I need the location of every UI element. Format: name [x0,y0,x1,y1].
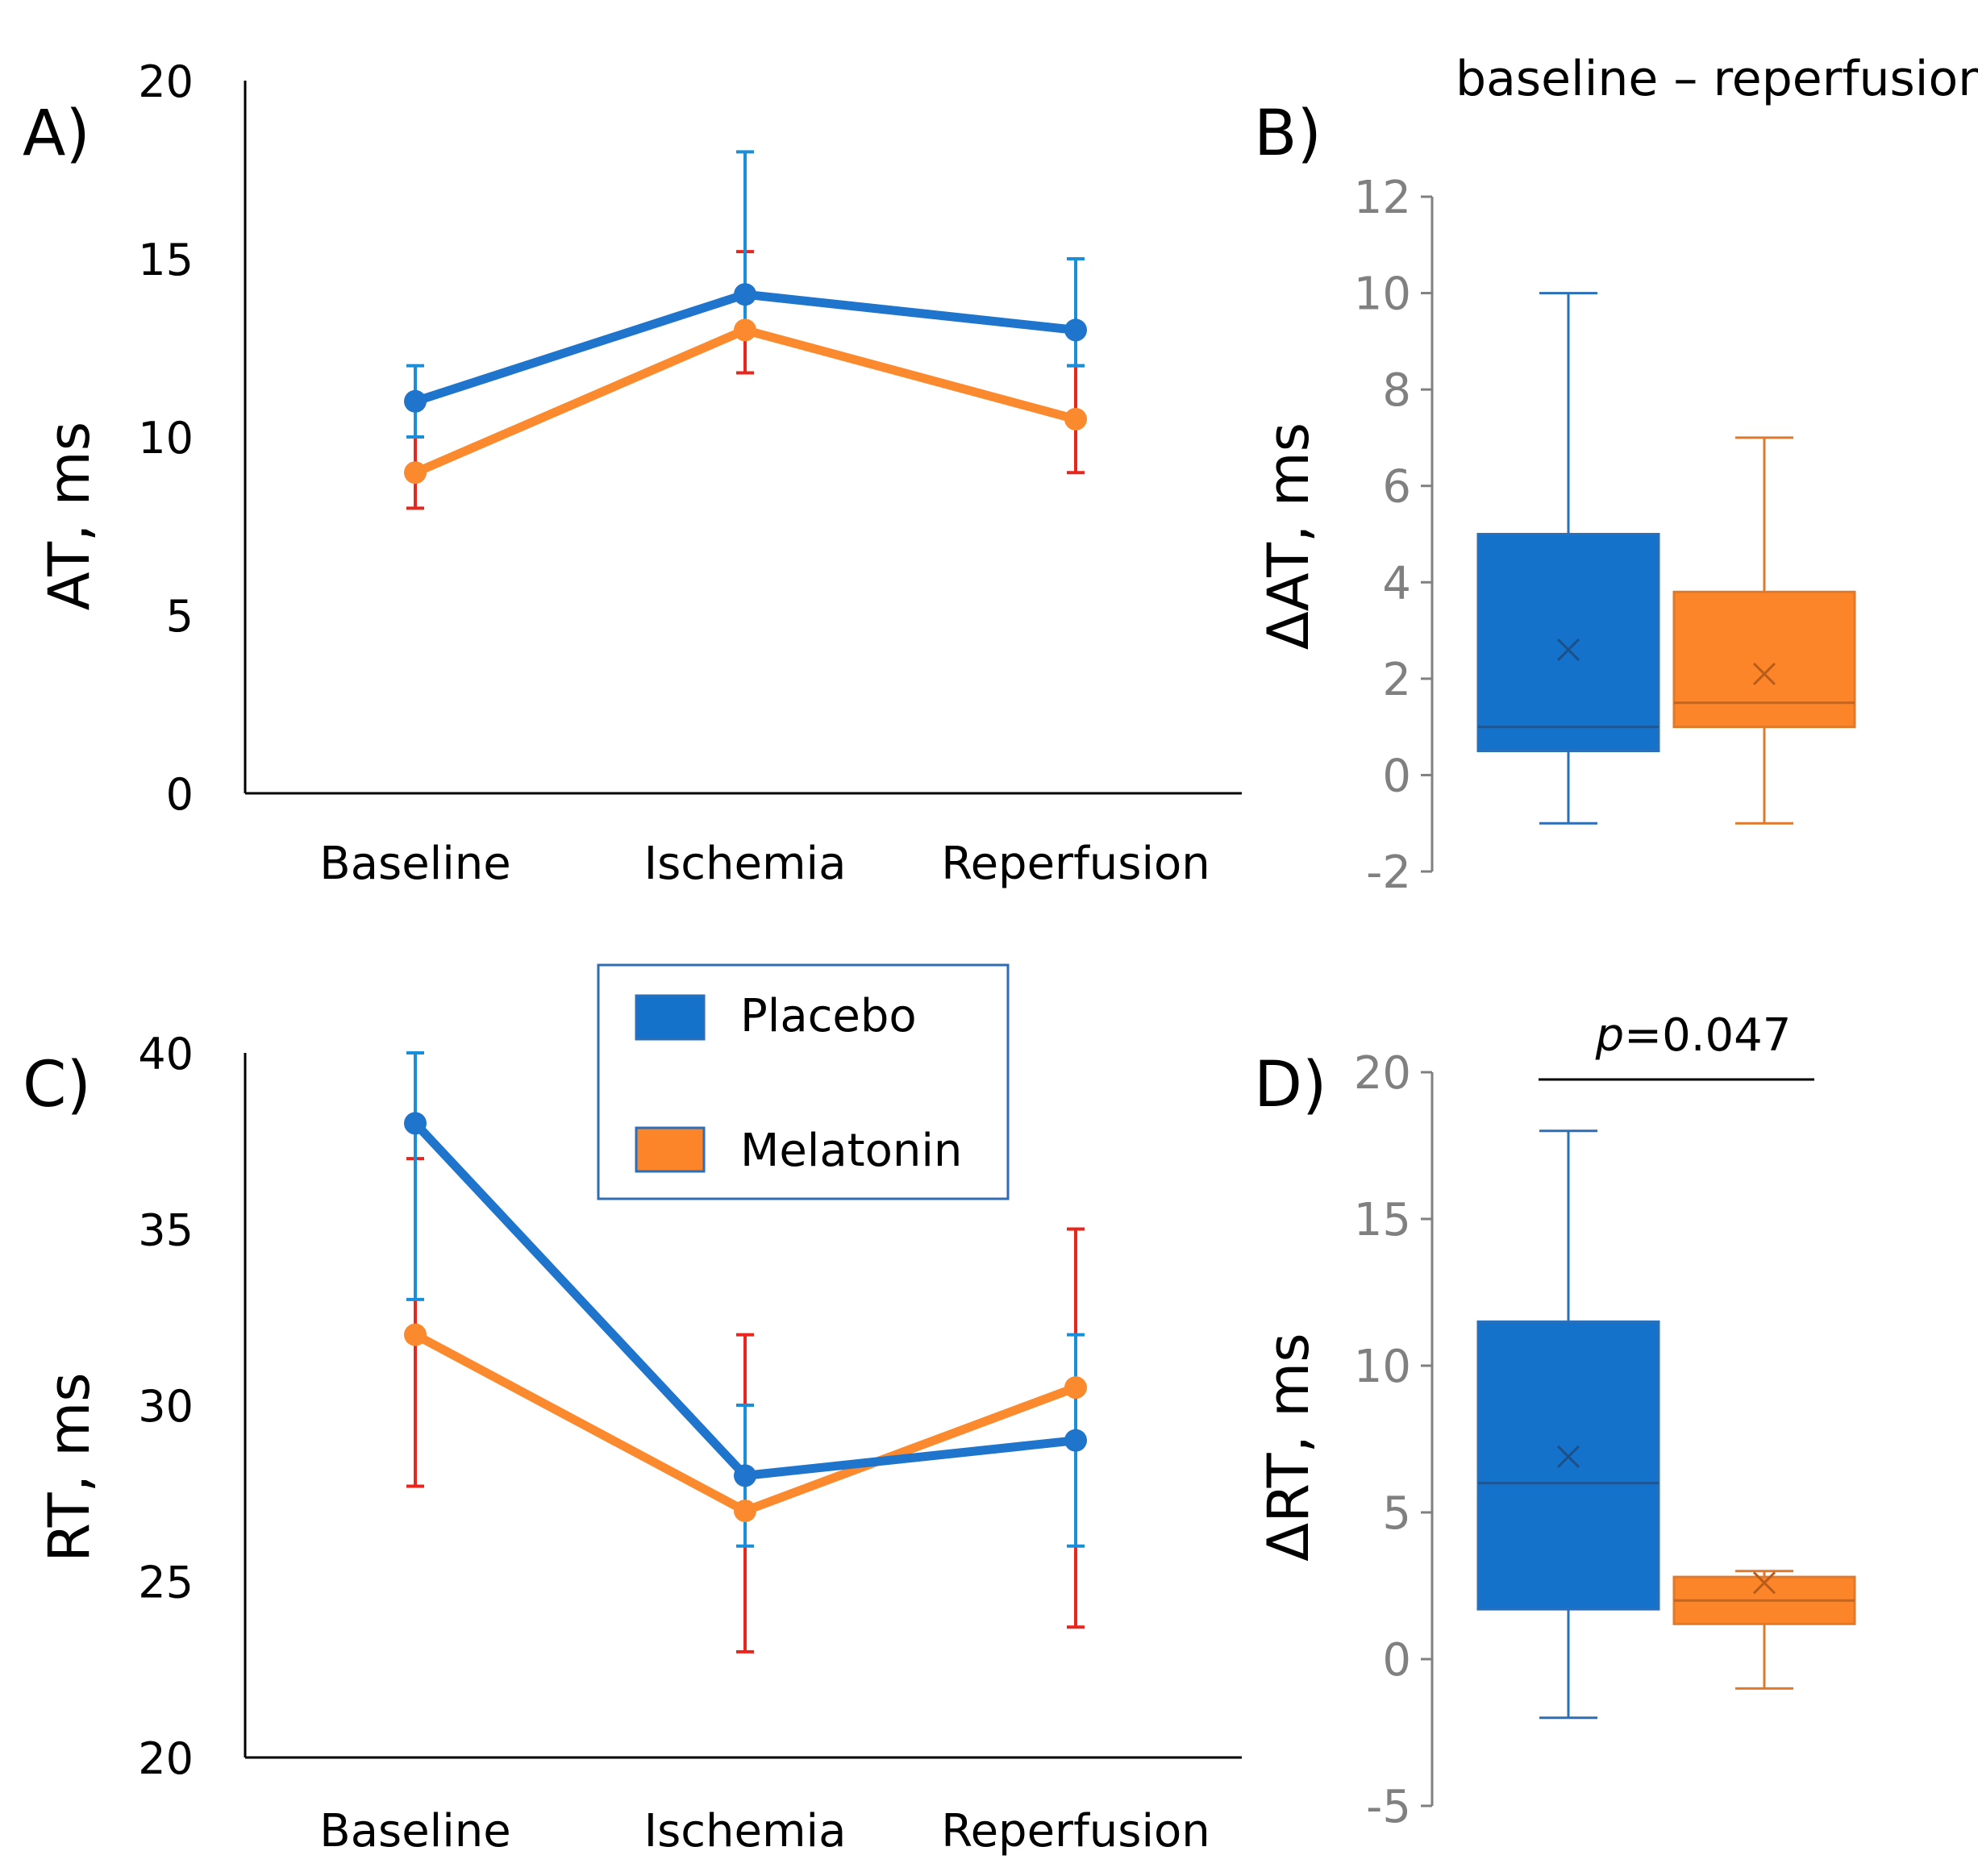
panel-a: A) 0 5 10 15 20 Baseline Ischemia Reperfusion AT… [23,56,1242,890]
data-point-placebo [404,389,427,413]
data-point-melatonin [1064,1376,1087,1400]
mean-marker [1752,662,1776,685]
y-tick-label: 15 [138,235,194,285]
y-axis-label: AT, ms [36,422,102,610]
y-tick-label: 15 [1354,1194,1411,1246]
y-tick-label: 20 [1354,1047,1411,1100]
y-axis-label: ΔRT, ms [1256,1333,1322,1561]
data-point-placebo [734,283,756,306]
x-tick-label: Ischemia [644,838,847,890]
y-tick-label: 10 [138,413,194,464]
mean-marker [1556,638,1580,662]
box-iqr [1476,533,1660,753]
legend-label-melatonin: Melatonin [740,1125,962,1177]
axes-d: -5 0 5 10 15 20 ΔRT, ms [1256,1047,1434,1833]
mean-marker [1752,1571,1776,1595]
y-tick-label: 10 [1354,268,1411,321]
y-tick-label: 25 [138,1558,194,1608]
p-value-prefix: p [1595,1009,1625,1062]
data-point-placebo [1064,1429,1087,1452]
y-axis-label: RT, ms [36,1372,102,1562]
y-tick-label: 5 [166,591,194,642]
box-melatonin [1672,1570,1856,1690]
box-iqr [1672,590,1856,729]
data-point-melatonin [734,1500,756,1523]
y-tick-label: 40 [138,1029,194,1079]
y-tick-label: 0 [166,769,194,820]
panel-label-b: B) [1254,98,1322,170]
mean-marker [1556,1445,1580,1468]
y-tick-label: 10 [1354,1341,1411,1393]
legend-swatch-placebo [635,994,706,1041]
y-tick-label: -2 [1366,846,1411,899]
significance-annotation: p=0.047 [1539,1009,1814,1081]
y-tick-label: 4 [1382,557,1411,609]
box-placebo [1476,292,1660,825]
y-tick-label: 6 [1382,461,1411,514]
data-point-placebo [1064,318,1087,342]
x-tick-label: Ischemia [644,1805,847,1857]
y-tick-label: 0 [1382,1634,1411,1687]
y-tick-label: -5 [1366,1781,1411,1833]
data-point-melatonin [404,1323,427,1346]
legend-swatch-melatonin [635,1126,706,1173]
panel-label-d: D) [1254,1049,1327,1121]
y-tick-label: 30 [138,1381,194,1432]
axes-b: -2 0 2 4 6 8 10 12 ΔAT, ms [1256,172,1434,899]
x-tick-label: Baseline [319,838,510,890]
data-point-melatonin [734,318,756,342]
y-tick-label: 35 [138,1205,194,1256]
p-value-number: =0.047 [1624,1009,1791,1062]
y-tick-label: 20 [138,1733,194,1784]
panel-b: B) baseline – reperfusion -2 0 2 4 6 8 10 12 ΔAT… [1254,51,1978,899]
x-tick-label: Baseline [319,1805,510,1857]
data-point-placebo [734,1464,756,1487]
x-tick-label: Reperfusion [941,1805,1210,1857]
legend-label-placebo: Placebo [740,990,917,1042]
y-tick-label: 8 [1382,364,1411,417]
axes-a: 0 5 10 15 20 Baseline Ischemia Reperfusion AT, m… [36,56,1242,890]
data-point-melatonin [1064,407,1087,431]
panel-label-a: A) [23,98,90,170]
p-value-label: p=0.047 [1595,1009,1792,1062]
legend: Placebo Melatonin [597,963,1010,1200]
y-tick-label: 12 [1354,172,1411,224]
y-axis-label: ΔAT, ms [1256,422,1322,650]
data-point-placebo [404,1112,427,1135]
panel-d: D) -5 0 5 10 15 20 ΔRT, ms p=0.047 [1254,1009,1856,1833]
y-tick-label: 0 [1382,750,1411,802]
panel-label-c: C) [23,1049,91,1121]
panel-c: C) 20 25 30 35 40 Baseline Ischemia Reperfusion… [23,1029,1242,1857]
y-tick-label: 2 [1382,654,1411,706]
x-tick-label: Reperfusion [941,838,1210,890]
box-placebo [1476,1129,1660,1720]
error-bars-placebo [406,1051,1085,1548]
data-point-melatonin [404,461,427,485]
y-tick-label: 20 [138,56,194,107]
panel-b-title: baseline – reperfusion [1455,51,1978,107]
box-iqr [1476,1320,1660,1611]
box-melatonin [1672,436,1856,825]
y-tick-label: 5 [1382,1487,1411,1540]
axes-c: 20 25 30 35 40 Baseline Ischemia Reperfusion RT,… [36,1029,1242,1857]
